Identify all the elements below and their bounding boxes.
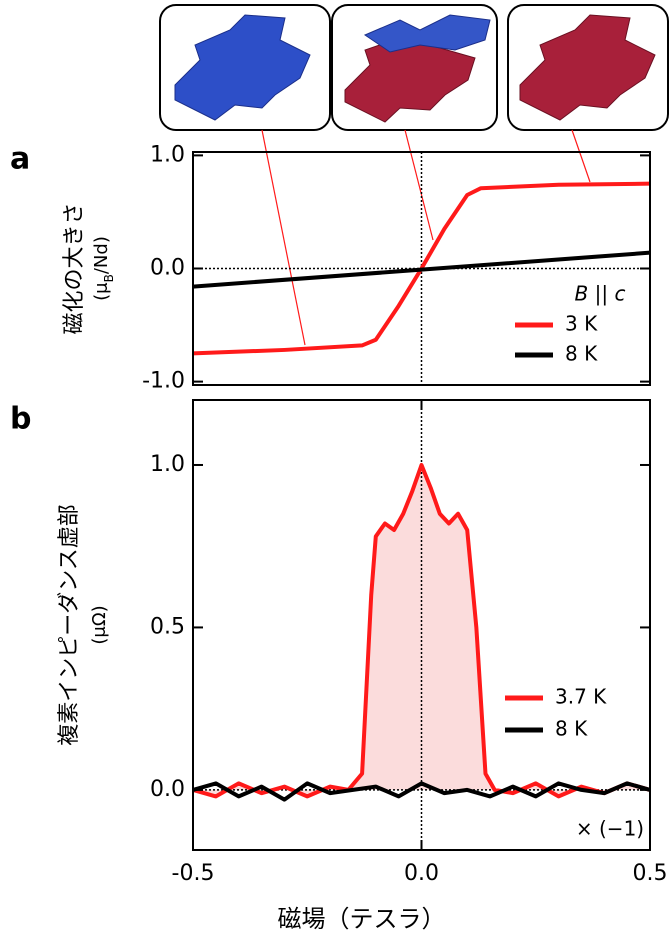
legend-label: 8 K <box>555 717 588 741</box>
legend-label: 8 K <box>565 342 598 366</box>
x-tick-label: 0.5 <box>633 861 668 886</box>
panel-label: b <box>10 402 31 437</box>
annotation: × (−1) <box>576 817 644 841</box>
y-tick-label: -1.0 <box>142 369 185 394</box>
y-tick-label: 0.0 <box>150 256 185 281</box>
annotation: B || c <box>575 282 626 306</box>
y-unit-part: /Nd) <box>91 236 112 274</box>
y-axis-unit: (μΩ) <box>89 605 110 644</box>
insets <box>159 4 669 346</box>
area-fill <box>193 464 650 797</box>
y-axis-label: 複素インピーダンス虚部 <box>57 504 82 746</box>
data-line <box>192 250 651 289</box>
x-tick-label: -0.5 <box>172 861 215 886</box>
y-tick-label: 1.0 <box>150 142 185 167</box>
y-axis-label: 磁化の大きさ <box>62 202 87 334</box>
y-unit-part: (μ <box>91 282 112 301</box>
y-unit-part: B <box>102 274 116 282</box>
data-line <box>192 781 651 802</box>
x-tick-label: 0.0 <box>404 861 439 886</box>
x-axis-label: 磁場（テスラ） <box>278 905 446 933</box>
y-axis-unit: (μB/Nd) <box>91 236 116 301</box>
legend-label: 3.7 K <box>555 685 607 709</box>
y-tick-label: 1.0 <box>150 452 185 477</box>
legend-label: 3 K <box>565 312 598 336</box>
panel-label: a <box>10 142 30 177</box>
data-line <box>192 462 651 799</box>
y-tick-label: 0.5 <box>150 614 185 639</box>
y-tick-label: 0.0 <box>150 777 185 802</box>
